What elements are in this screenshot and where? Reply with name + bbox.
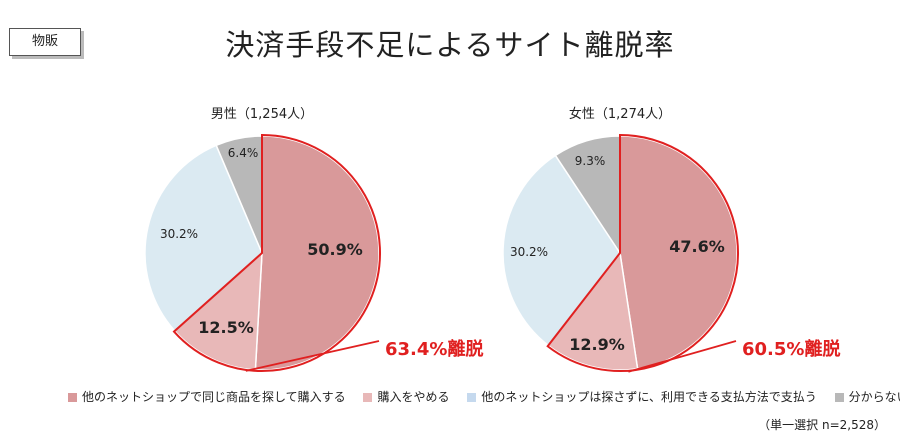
- slice-label: 30.2%: [510, 245, 548, 259]
- legend-label: 分からない: [848, 390, 900, 404]
- legend-item-search-other: 他のネットショップで同じ商品を探して購入する: [68, 388, 346, 405]
- slice-label: 12.5%: [198, 318, 254, 337]
- slice-label: 12.9%: [569, 335, 625, 354]
- pie-slice: [502, 154, 621, 347]
- annotation-line: [245, 340, 380, 372]
- leave-outline: [172, 133, 381, 372]
- legend-item-pay-available: 他のネットショップは探さずに、利用できる支払方法で支払う: [467, 388, 817, 405]
- sample-note: （単一選択 n=2,528）: [758, 418, 886, 432]
- legend-swatch: [68, 393, 77, 402]
- legend-label: 他のネットショップで同じ商品を探して購入する: [82, 390, 346, 404]
- legend-swatch: [467, 393, 477, 402]
- leave-annotation: 60.5%離脱: [742, 338, 840, 360]
- legend-label: 他のネットショップは探さずに、利用できる支払方法で支払う: [481, 390, 817, 404]
- leave-annotation: 63.4%離脱: [385, 338, 483, 360]
- chart-title: 女性（1,274人）: [569, 106, 671, 122]
- slice-label: 30.2%: [160, 227, 198, 241]
- category-tag: 物販: [9, 28, 81, 56]
- slice-label: 50.9%: [307, 240, 363, 259]
- page-title: 決済手段不足によるサイト離脱率: [225, 28, 675, 62]
- chart-legend: 他のネットショップで同じ商品を探して購入する 購入をやめる 他のネットショップは…: [68, 388, 900, 405]
- annotation-line: [628, 340, 737, 373]
- chart-title: 男性（1,254人）: [211, 107, 313, 122]
- pie-slice: [619, 135, 738, 370]
- legend-swatch: [363, 393, 373, 402]
- slice-label: 47.6%: [669, 237, 725, 256]
- legend-label: 購入をやめる: [377, 390, 450, 404]
- leave-outline: [546, 133, 739, 372]
- pie-slice: [547, 251, 639, 371]
- slice-label: 6.4%: [228, 146, 259, 160]
- legend-item-quit: 購入をやめる: [363, 388, 450, 405]
- pie-slice: [144, 144, 263, 332]
- slice-label: 9.3%: [575, 154, 606, 168]
- pie-slice: [254, 135, 380, 371]
- legend-item-unknown: 分からない: [834, 388, 900, 405]
- legend-swatch: [834, 393, 844, 402]
